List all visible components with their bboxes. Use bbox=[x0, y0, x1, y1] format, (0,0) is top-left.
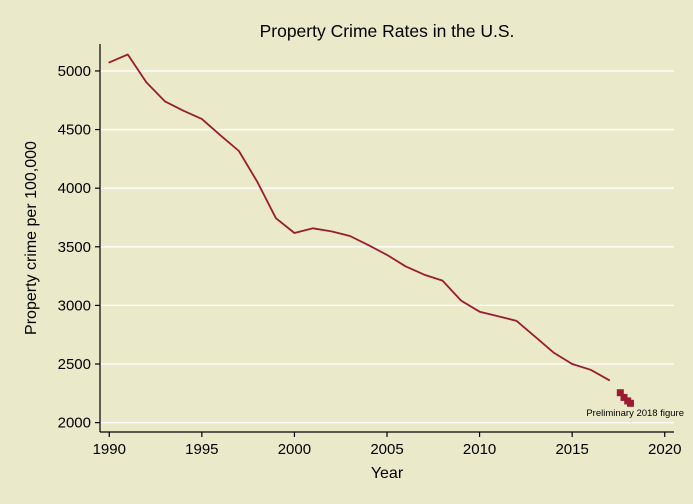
y-tick-label-4000: 4000 bbox=[58, 180, 91, 197]
x-tick-label-2000: 2000 bbox=[278, 441, 311, 458]
x-tick-label-2015: 2015 bbox=[555, 441, 588, 458]
chart-title: Property Crime Rates in the U.S. bbox=[260, 21, 515, 41]
x-tick-label-2010: 2010 bbox=[463, 441, 496, 458]
annotation-label: Preliminary 2018 figure bbox=[586, 408, 684, 419]
y-tick-label-3500: 3500 bbox=[58, 239, 91, 256]
preliminary-marker-3 bbox=[626, 399, 634, 407]
x-tick-label-1995: 1995 bbox=[185, 441, 218, 458]
y-tick-label-4500: 4500 bbox=[58, 122, 91, 139]
series-layer bbox=[108, 53, 611, 382]
y-tick-label-2500: 2500 bbox=[58, 356, 91, 373]
x-tick-label-2005: 2005 bbox=[370, 441, 403, 458]
x-tick-label-2020: 2020 bbox=[648, 441, 681, 458]
y-tick-label-2000: 2000 bbox=[58, 415, 91, 432]
grid-lines bbox=[100, 70, 674, 424]
y-tick-label-5000: 5000 bbox=[58, 63, 91, 80]
annotation-layer bbox=[616, 389, 634, 407]
y-axis-title: Property crime per 100,000 bbox=[23, 141, 40, 335]
axes: 2000 2500 3000 3500 4000 4500 5000 1990 1995 2000… bbox=[58, 44, 681, 458]
series-line-0 bbox=[108, 53, 611, 382]
preliminary-marker-0 bbox=[616, 389, 624, 397]
y-tick-label-3000: 3000 bbox=[58, 297, 91, 314]
x-tick-label-1990: 1990 bbox=[93, 441, 126, 458]
x-axis-title: Year bbox=[371, 465, 404, 482]
preliminary-marker-1 bbox=[620, 393, 628, 401]
